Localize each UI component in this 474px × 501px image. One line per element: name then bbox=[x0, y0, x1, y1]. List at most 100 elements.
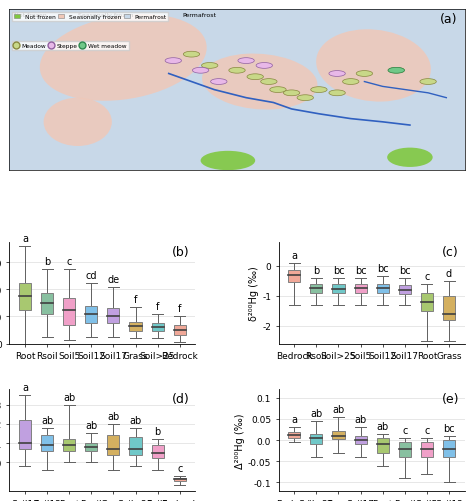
Text: a: a bbox=[291, 414, 297, 424]
Ellipse shape bbox=[387, 148, 433, 168]
Circle shape bbox=[420, 80, 436, 85]
FancyBboxPatch shape bbox=[443, 296, 455, 320]
Text: ab: ab bbox=[355, 414, 367, 424]
Circle shape bbox=[165, 59, 182, 64]
FancyBboxPatch shape bbox=[355, 284, 367, 293]
Text: bc: bc bbox=[355, 265, 366, 275]
Text: Seasonally frozen: Seasonally frozen bbox=[78, 13, 133, 18]
FancyBboxPatch shape bbox=[288, 271, 301, 283]
Text: de: de bbox=[107, 274, 119, 284]
Text: ab: ab bbox=[107, 411, 119, 421]
Text: b: b bbox=[313, 265, 319, 275]
Y-axis label: δ²⁰⁰Hg (‰): δ²⁰⁰Hg (‰) bbox=[249, 266, 259, 321]
Text: (b): (b) bbox=[172, 245, 190, 259]
Text: ab: ab bbox=[376, 421, 389, 431]
Circle shape bbox=[329, 91, 345, 97]
FancyBboxPatch shape bbox=[107, 309, 119, 324]
Text: Permafrost: Permafrost bbox=[182, 13, 217, 18]
Text: f: f bbox=[178, 304, 182, 314]
Circle shape bbox=[229, 68, 245, 74]
Text: ab: ab bbox=[332, 404, 345, 414]
FancyBboxPatch shape bbox=[129, 437, 142, 454]
Circle shape bbox=[297, 96, 313, 101]
FancyBboxPatch shape bbox=[173, 477, 186, 481]
FancyBboxPatch shape bbox=[310, 434, 322, 444]
Circle shape bbox=[201, 64, 218, 69]
FancyBboxPatch shape bbox=[152, 324, 164, 332]
FancyBboxPatch shape bbox=[421, 293, 433, 311]
FancyBboxPatch shape bbox=[63, 439, 75, 451]
Text: f: f bbox=[156, 301, 159, 311]
FancyBboxPatch shape bbox=[41, 294, 53, 314]
FancyBboxPatch shape bbox=[421, 442, 433, 457]
Text: c: c bbox=[424, 271, 429, 281]
Text: c: c bbox=[424, 425, 429, 435]
Text: ab: ab bbox=[41, 415, 53, 425]
Text: ab: ab bbox=[85, 420, 98, 430]
Text: Not frozen: Not frozen bbox=[14, 13, 47, 18]
Text: b: b bbox=[44, 257, 50, 267]
Ellipse shape bbox=[202, 55, 318, 110]
FancyBboxPatch shape bbox=[129, 322, 142, 332]
Circle shape bbox=[388, 68, 404, 74]
Text: ab: ab bbox=[129, 415, 142, 425]
FancyBboxPatch shape bbox=[377, 284, 389, 293]
Y-axis label: Δ²⁰⁰Hg (‰): Δ²⁰⁰Hg (‰) bbox=[235, 412, 245, 468]
Text: (e): (e) bbox=[441, 393, 459, 406]
Text: (d): (d) bbox=[172, 393, 190, 406]
FancyBboxPatch shape bbox=[85, 443, 97, 451]
FancyBboxPatch shape bbox=[355, 436, 367, 444]
Circle shape bbox=[210, 80, 227, 85]
Text: d: d bbox=[446, 268, 452, 278]
Text: a: a bbox=[291, 250, 297, 261]
Ellipse shape bbox=[316, 30, 431, 102]
Circle shape bbox=[192, 68, 209, 74]
Circle shape bbox=[356, 72, 373, 77]
Circle shape bbox=[388, 68, 404, 74]
Text: c: c bbox=[66, 257, 72, 267]
Ellipse shape bbox=[201, 151, 255, 171]
FancyBboxPatch shape bbox=[399, 442, 411, 457]
Circle shape bbox=[270, 88, 286, 93]
FancyBboxPatch shape bbox=[63, 298, 75, 325]
Circle shape bbox=[261, 80, 277, 85]
FancyBboxPatch shape bbox=[377, 438, 389, 453]
Circle shape bbox=[256, 64, 273, 69]
Ellipse shape bbox=[40, 15, 207, 102]
Text: c: c bbox=[177, 462, 182, 472]
Text: f: f bbox=[134, 295, 137, 304]
Text: c: c bbox=[402, 425, 408, 435]
Legend: Meadow, Steppe, Wet meadow: Meadow, Steppe, Wet meadow bbox=[12, 42, 128, 51]
FancyBboxPatch shape bbox=[332, 431, 345, 439]
Text: ab: ab bbox=[63, 392, 75, 402]
Circle shape bbox=[329, 72, 345, 77]
Text: a: a bbox=[22, 233, 28, 243]
Text: bc: bc bbox=[399, 265, 410, 275]
Text: bc: bc bbox=[443, 423, 455, 433]
Text: cd: cd bbox=[85, 270, 97, 280]
FancyBboxPatch shape bbox=[173, 325, 186, 336]
FancyBboxPatch shape bbox=[85, 306, 97, 324]
Ellipse shape bbox=[44, 99, 112, 147]
Circle shape bbox=[311, 88, 327, 93]
FancyBboxPatch shape bbox=[332, 284, 345, 293]
FancyBboxPatch shape bbox=[107, 435, 119, 454]
FancyBboxPatch shape bbox=[9, 10, 465, 171]
Text: b: b bbox=[155, 426, 161, 436]
FancyBboxPatch shape bbox=[19, 283, 31, 310]
Text: (c): (c) bbox=[442, 245, 459, 259]
FancyBboxPatch shape bbox=[399, 286, 411, 295]
FancyBboxPatch shape bbox=[443, 440, 455, 457]
Text: bc: bc bbox=[333, 265, 344, 275]
Circle shape bbox=[283, 91, 300, 97]
FancyBboxPatch shape bbox=[310, 284, 322, 293]
FancyBboxPatch shape bbox=[152, 445, 164, 458]
Text: a: a bbox=[22, 382, 28, 392]
Text: ab: ab bbox=[310, 408, 322, 418]
FancyBboxPatch shape bbox=[288, 432, 301, 438]
Text: bc: bc bbox=[377, 264, 389, 274]
Circle shape bbox=[183, 52, 200, 58]
Circle shape bbox=[238, 59, 254, 64]
Text: (a): (a) bbox=[440, 13, 458, 26]
Circle shape bbox=[247, 75, 264, 81]
